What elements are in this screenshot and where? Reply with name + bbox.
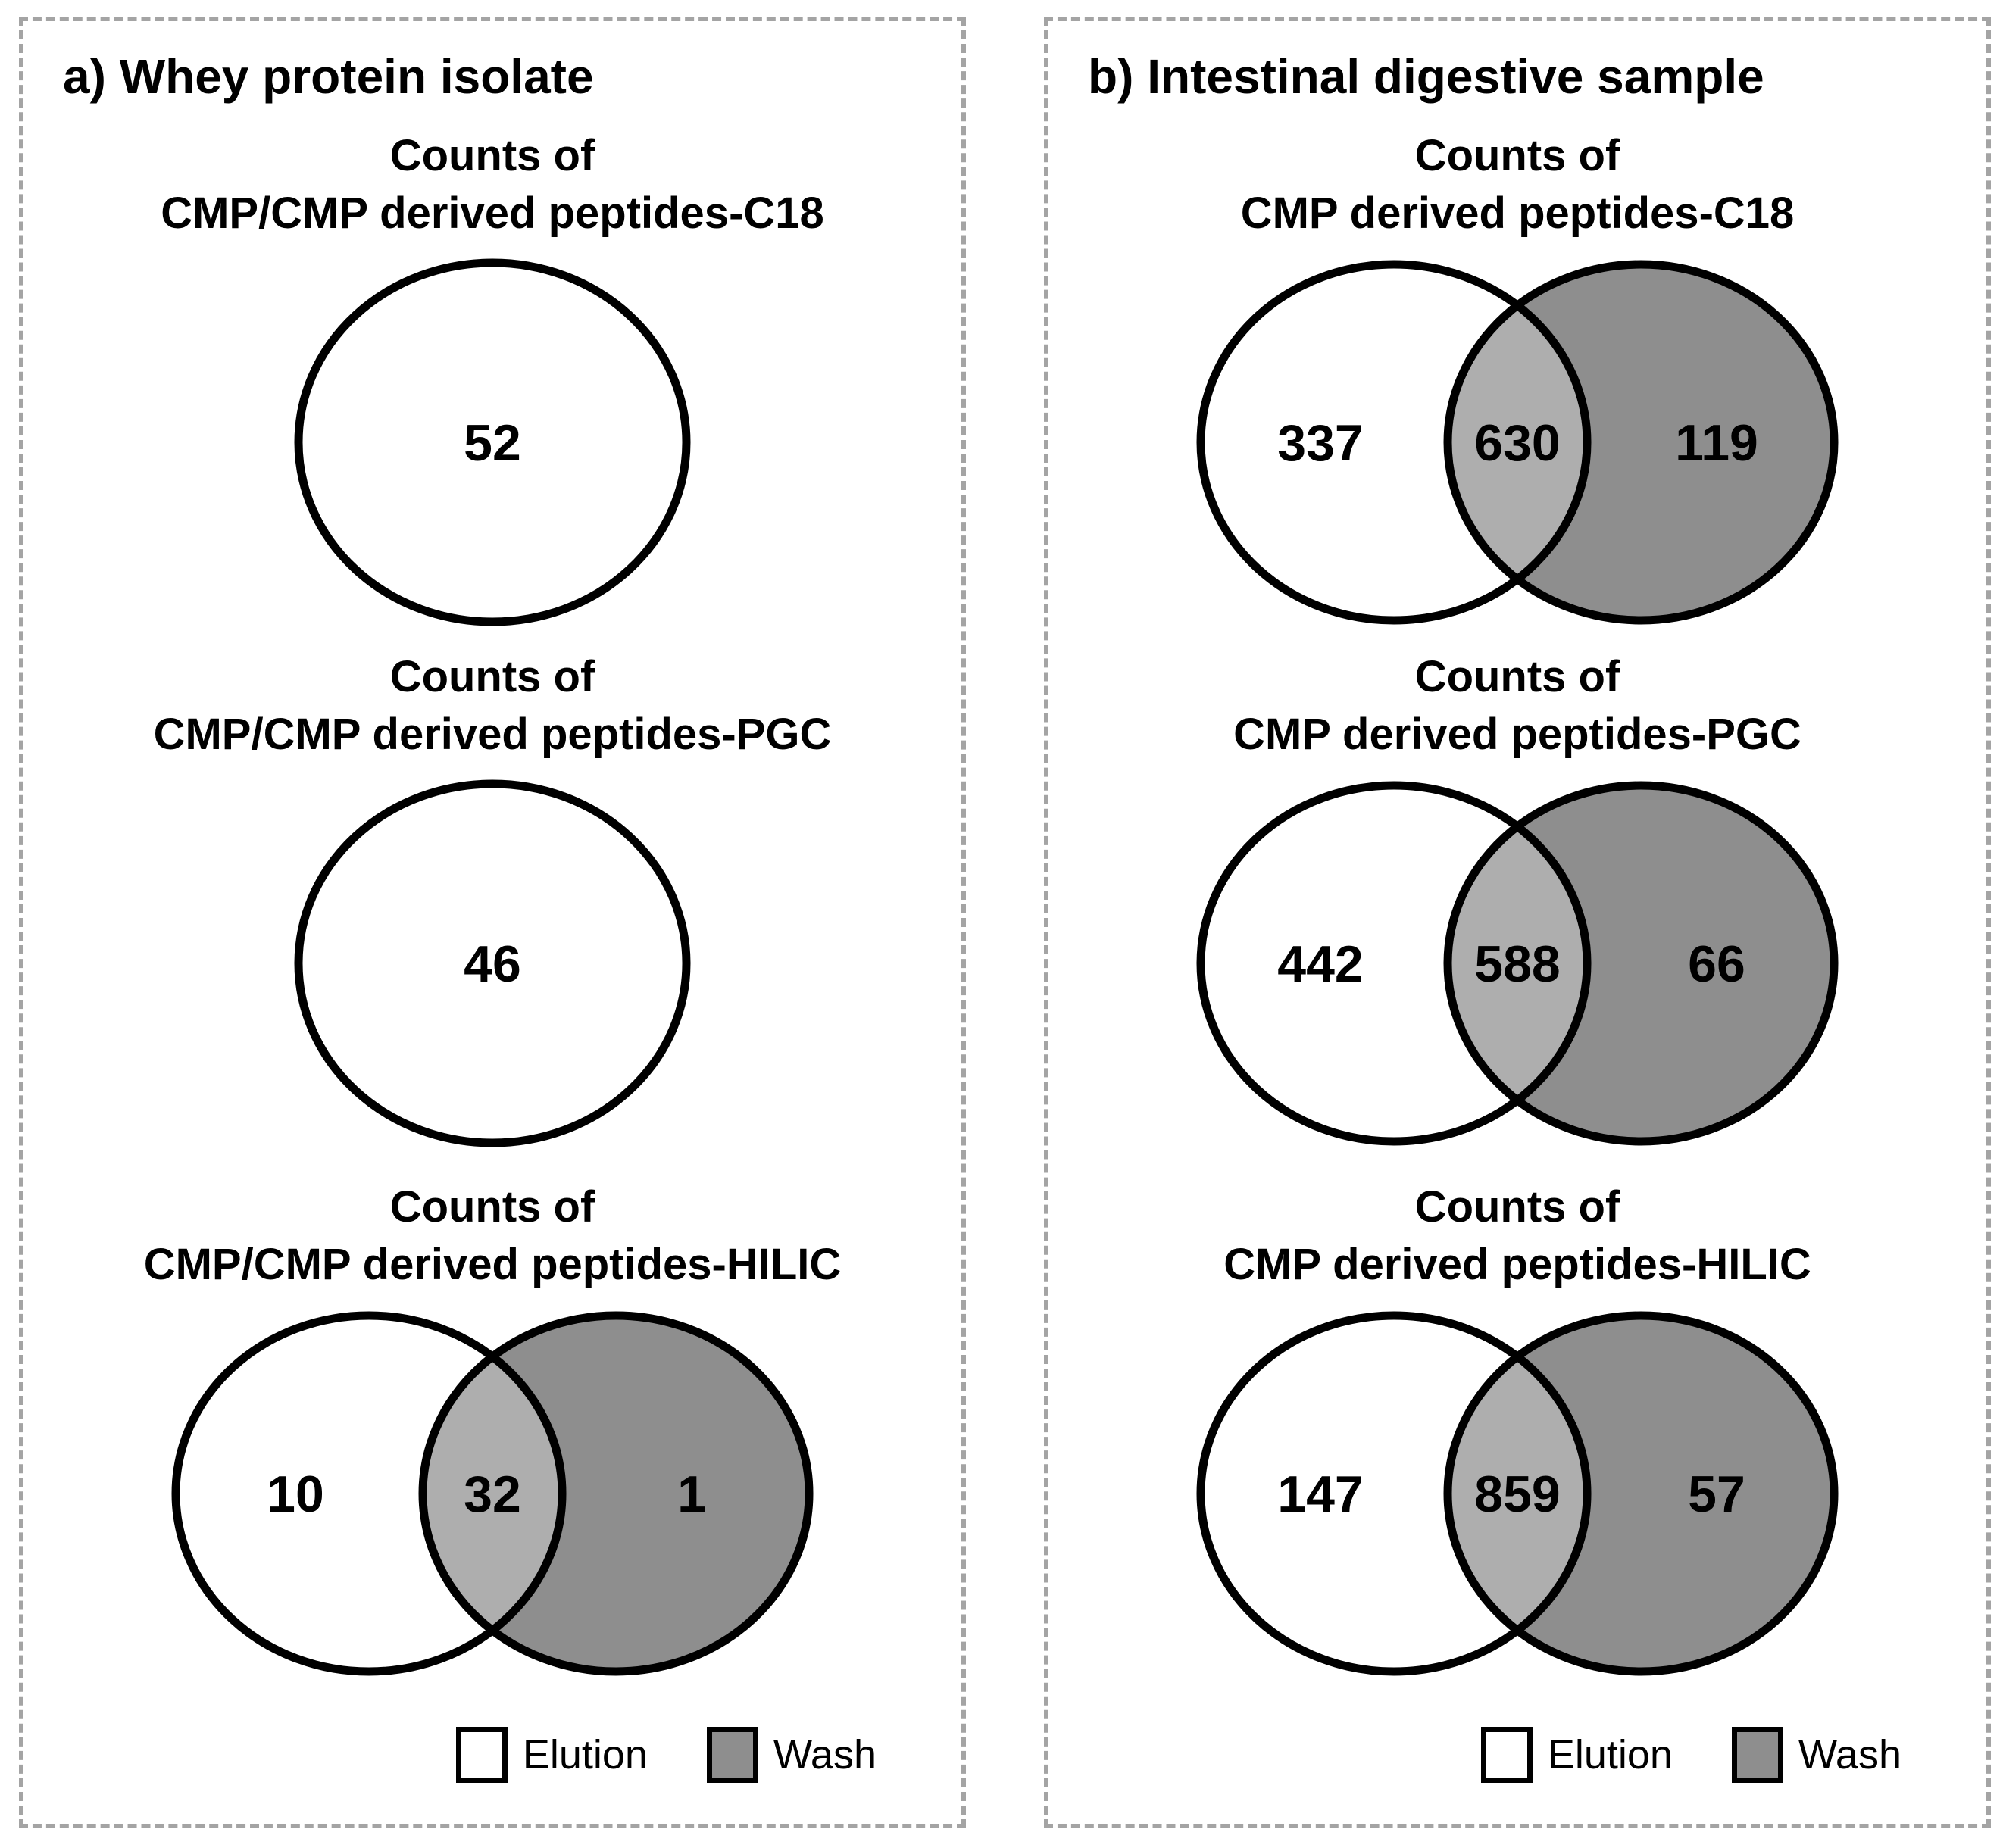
elution-circle-outline [171,1311,567,1676]
count-wash-only: 57 [1688,1466,1745,1523]
legend-b: Elution Wash [1480,1727,1901,1783]
panel-b: b) Intestinal digestive sample Counts of… [1044,17,1991,1828]
overlap-region [1448,1316,1587,1672]
venn-b-hilic: 147 859 57 [1196,1311,1839,1676]
diagram-b-hilic-heading-line2: CMP derived peptides-HILIC [1223,1240,1811,1289]
diagram-b-pgc-heading-line2: CMP derived peptides-PGC [1233,710,1801,759]
diagram-a-hilic-heading-line1: Counts of [389,1182,595,1231]
count-elution-only: 10 [267,1466,324,1523]
elution-circle-outline [1196,1311,1592,1676]
wash-circle-outline [1443,260,1839,625]
elution-circle [294,258,691,626]
wash-label: Wash [1798,1732,1901,1778]
count-wash-only: 66 [1688,935,1745,993]
overlap-region [1448,785,1587,1141]
diagram-a-c18-heading-line1: Counts of [389,131,595,180]
count-elution-only: 52 [464,414,521,472]
diagram-a-c18-heading-line2: CMP/CMP derived peptides-C18 [161,189,824,238]
diagram-a-pgc: Counts of CMP/CMP derived peptides-PGC 4… [23,648,961,1153]
diagram-b-hilic-heading-line1: Counts of [1414,1182,1620,1231]
diagram-a-pgc-heading-line2: CMP/CMP derived peptides-PGC [153,710,832,759]
elution-circle-outline [1196,260,1592,625]
diagram-a-pgc-heading-line1: Counts of [389,652,595,701]
count-overlap: 630 [1474,414,1560,472]
diagram-a-c18: Counts of CMP/CMP derived peptides-C18 5… [23,127,961,632]
legend-item-elution: Elution [455,1727,648,1783]
diagram-a-hilic-heading-line2: CMP/CMP derived peptides-HILIC [143,1240,842,1289]
elution-swatch [455,1727,508,1783]
wash-circle-outline [1443,781,1839,1146]
diagram-b-c18-heading-line2: CMP derived peptides-C18 [1240,189,1795,238]
legend-item-elution: Elution [1480,1727,1673,1783]
overlap-region [1448,264,1587,620]
overlap-region [423,1316,562,1672]
wash-circle-outline [418,1311,814,1676]
panel-b-title: b) Intestinal digestive sample [1088,49,1764,104]
diagram-b-pgc: Counts of CMP derived peptides-PGC 442 5… [1048,648,1986,1153]
elution-circle-outline [1196,781,1592,1146]
elution-circle [294,779,691,1147]
wash-swatch [1731,1727,1783,1783]
venn-a-c18: 52 [294,258,691,626]
count-overlap: 859 [1474,1466,1560,1523]
venn-b-c18: 337 630 119 [1196,260,1839,625]
count-wash-only: 1 [677,1466,706,1523]
count-elution-only: 147 [1277,1466,1363,1523]
panel-a-title: a) Whey protein isolate [63,49,594,104]
diagram-b-pgc-heading-line1: Counts of [1414,652,1620,701]
venn-a-pgc: 46 [294,779,691,1147]
elution-swatch [1480,1727,1533,1783]
diagram-b-c18-heading-line1: Counts of [1414,131,1620,180]
legend-item-wash: Wash [1731,1727,1901,1783]
legend-item-wash: Wash [706,1727,877,1783]
diagram-a-hilic: Counts of CMP/CMP derived peptides-HILIC… [23,1178,961,1683]
count-elution-only: 337 [1277,414,1363,472]
diagram-b-hilic: Counts of CMP derived peptides-HILIC 147… [1048,1178,1986,1683]
wash-circle-outline [1443,1311,1839,1676]
count-overlap: 588 [1474,935,1560,993]
diagram-b-c18: Counts of CMP derived peptides-C18 337 6… [1048,127,1986,632]
legend-a: Elution Wash [455,1727,877,1783]
count-wash-only: 119 [1675,414,1758,472]
wash-label: Wash [773,1732,877,1778]
count-elution-only: 442 [1277,935,1363,993]
wash-swatch [706,1727,758,1783]
venn-a-hilic: 10 32 1 [171,1311,814,1676]
elution-label: Elution [1547,1732,1673,1778]
count-overlap: 32 [464,1466,521,1523]
elution-label: Elution [522,1732,648,1778]
panel-a: a) Whey protein isolate Counts of CMP/CM… [19,17,966,1828]
count-elution-only: 46 [464,935,521,993]
venn-b-pgc: 442 588 66 [1196,781,1839,1146]
